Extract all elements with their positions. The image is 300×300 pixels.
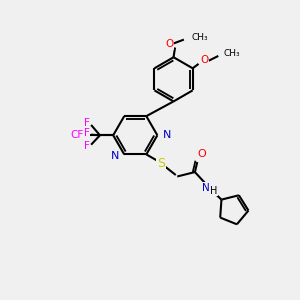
Text: CH₃: CH₃ <box>224 49 240 58</box>
Text: O: O <box>200 55 208 65</box>
Text: O: O <box>166 39 174 49</box>
Text: S: S <box>157 157 165 170</box>
Text: N: N <box>202 183 210 193</box>
Text: N: N <box>163 130 171 140</box>
Text: H: H <box>210 186 217 196</box>
Text: F: F <box>84 128 90 138</box>
Text: F: F <box>84 118 90 128</box>
Text: N: N <box>111 151 119 161</box>
Text: CH₃: CH₃ <box>191 33 208 42</box>
Text: F: F <box>84 142 90 152</box>
Text: O: O <box>197 149 206 159</box>
Text: CF₃: CF₃ <box>71 130 88 140</box>
